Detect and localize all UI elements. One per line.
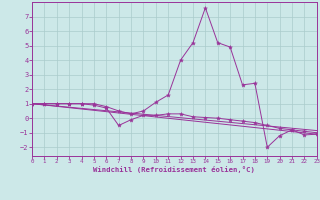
X-axis label: Windchill (Refroidissement éolien,°C): Windchill (Refroidissement éolien,°C) — [93, 166, 255, 173]
